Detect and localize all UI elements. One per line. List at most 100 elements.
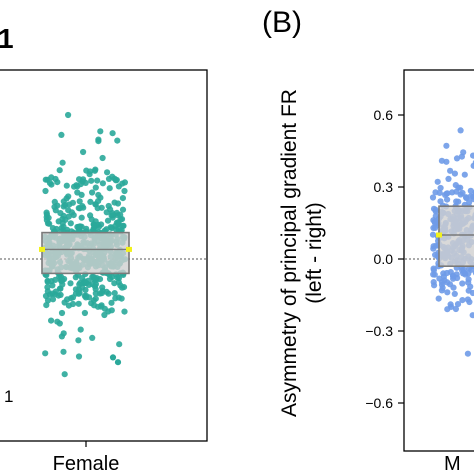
data-point [60, 348, 67, 355]
data-point [76, 176, 83, 183]
data-point-outlier [109, 354, 117, 361]
data-point [94, 177, 101, 184]
y-tick-label: 0.3 [374, 179, 394, 195]
panel-b-x-tick-label: M [444, 453, 461, 474]
data-point [54, 202, 61, 209]
data-point [58, 131, 65, 138]
data-point [455, 198, 462, 205]
data-point [65, 111, 72, 119]
data-point [46, 180, 54, 187]
data-point [97, 128, 104, 135]
data-point [461, 171, 468, 178]
data-point [116, 341, 123, 348]
data-point [465, 287, 472, 294]
data-point [76, 198, 83, 205]
data-point [467, 193, 474, 200]
data-point [59, 281, 66, 288]
panel-a-label-fragment: 1 [0, 23, 14, 54]
data-point [92, 290, 99, 297]
data-point [111, 280, 118, 287]
data-point [71, 183, 78, 190]
data-point [90, 297, 97, 304]
data-point [470, 152, 474, 159]
data-point [69, 199, 76, 206]
data-point [58, 309, 66, 317]
data-point [88, 177, 95, 184]
data-point [81, 309, 88, 317]
data-point [447, 167, 454, 174]
data-point [461, 269, 468, 277]
panel-a-stat-fragment: 1 [4, 387, 13, 406]
data-point [432, 206, 439, 213]
data-point [95, 198, 102, 205]
data-point [467, 187, 474, 194]
data-point [104, 169, 111, 176]
data-point [99, 180, 106, 187]
data-point [109, 173, 116, 180]
data-point [452, 305, 459, 313]
data-point [119, 206, 127, 213]
data-point [101, 311, 108, 319]
data-point [44, 297, 52, 304]
data-point [90, 273, 97, 281]
data-point [56, 320, 63, 327]
data-point [464, 350, 471, 357]
data-point [78, 214, 85, 221]
data-point [43, 209, 50, 216]
data-point [52, 207, 59, 214]
data-point [109, 210, 116, 217]
data-point [65, 193, 72, 200]
data-point [443, 158, 450, 165]
panel-a-x-tick-label: Female [53, 453, 120, 474]
panel-a: 1 Female 1 [0, 23, 208, 474]
data-point [99, 284, 106, 291]
data-point [87, 168, 94, 175]
panel-b: (B) Asymmetry of principal gradient FR (… [262, 6, 474, 474]
data-point [106, 275, 114, 283]
data-point [450, 284, 457, 291]
data-point [459, 280, 466, 287]
data-point [70, 212, 77, 219]
panel-a-frame [0, 69, 208, 442]
data-point [106, 185, 113, 192]
data-point [459, 189, 466, 197]
y-tick-label: 0.6 [374, 107, 394, 123]
data-point [435, 295, 442, 302]
data-point [117, 211, 124, 218]
data-point [469, 312, 474, 319]
data-point [432, 189, 439, 196]
data-point [72, 274, 79, 281]
data-point [107, 224, 114, 231]
data-point [429, 231, 437, 238]
data-point [54, 179, 61, 186]
data-point [61, 371, 68, 378]
panel-b-y-axis: 0.6 0.3 0.0 −0.3 −0.6 [365, 107, 404, 411]
data-point [59, 159, 66, 166]
data-point [74, 189, 81, 196]
data-point [444, 306, 451, 313]
panel-a-mean-marker-left [39, 246, 45, 252]
data-point [437, 198, 444, 205]
data-point [85, 281, 92, 288]
data-point [67, 280, 74, 287]
data-point [450, 273, 457, 280]
data-point [432, 218, 439, 225]
data-point [89, 334, 96, 341]
data-point-outlier [114, 359, 122, 366]
data-point [111, 290, 118, 297]
panel-a-box [41, 231, 130, 275]
data-point [98, 290, 105, 297]
data-point [119, 180, 126, 187]
data-point [443, 269, 450, 277]
panel-a-mean-marker-right [126, 246, 132, 252]
data-point [42, 350, 49, 357]
data-point [457, 127, 464, 134]
data-point [42, 187, 49, 195]
data-point [121, 308, 128, 315]
data-point [444, 289, 451, 296]
data-point [62, 216, 69, 223]
data-point [444, 196, 451, 203]
data-point [114, 274, 121, 281]
data-point [77, 326, 84, 333]
y-tick-label: −0.3 [365, 323, 393, 339]
